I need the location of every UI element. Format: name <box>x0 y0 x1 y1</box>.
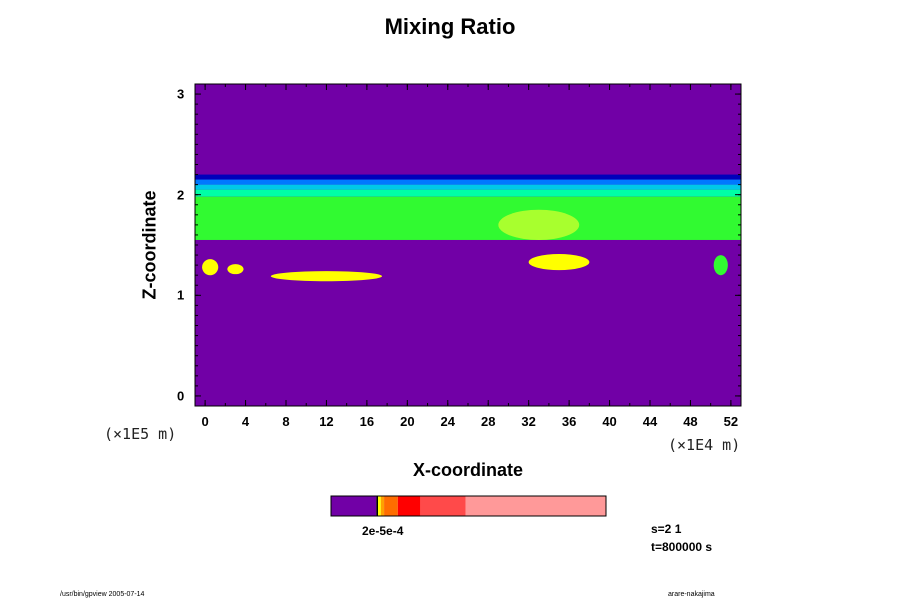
colorbar-segment-6 <box>420 496 466 516</box>
blob-2 <box>270 271 383 282</box>
colorbar-segment-0 <box>331 496 377 516</box>
x-tick-label-4: 16 <box>359 414 375 429</box>
colorbar-frame <box>330 495 607 517</box>
layer-band-1 <box>195 179 741 185</box>
colorbar-segment-5 <box>397 496 421 516</box>
layer-band-4 <box>195 196 741 240</box>
y-tick-label-1: 1 <box>177 287 185 303</box>
colorbar-segment-3 <box>380 496 385 516</box>
y-tick-label-2: 2 <box>177 187 185 203</box>
x-tick-label-9: 36 <box>561 414 577 429</box>
colorbar-segment-4 <box>384 496 398 516</box>
colorbar-segment-7 <box>465 496 606 516</box>
footer-right: arare-nakajima <box>668 591 715 598</box>
blob-3 <box>202 259 219 276</box>
x-tick-label-1: 4 <box>241 414 250 429</box>
y-tick-label-3: 3 <box>177 86 185 102</box>
x-tick-label-5: 20 <box>400 414 415 429</box>
layer-band-0 <box>195 174 741 180</box>
x-axis-label: X-coordinate <box>412 460 523 480</box>
chart-title: Mixing Ratio <box>384 14 516 39</box>
colorbar-segment-2 <box>378 496 381 516</box>
colorbar-label: 2e-5e-4 <box>362 524 404 538</box>
x-tick-label-10: 40 <box>602 414 617 429</box>
annotation-s: s=2 1 <box>651 522 682 536</box>
x-tick-label-2: 8 <box>282 414 290 429</box>
y-axis-unit: (×1E5 m) <box>104 425 177 443</box>
blob-1 <box>528 254 590 271</box>
y-tick-label-0: 0 <box>177 388 185 404</box>
footer-left: /usr/bin/gpview 2005-07-14 <box>60 591 145 598</box>
annotation-t: t=800000 s <box>651 540 713 554</box>
x-tick-label-12: 48 <box>683 414 698 429</box>
layer-band-3 <box>195 189 741 197</box>
x-tick-label-6: 24 <box>440 414 455 429</box>
x-tick-label-3: 12 <box>319 414 334 429</box>
blob-5 <box>713 255 728 276</box>
x-tick-label-7: 28 <box>480 414 496 429</box>
x-tick-label-11: 44 <box>642 414 658 429</box>
x-tick-label-8: 32 <box>521 414 536 429</box>
blob-0 <box>498 209 580 240</box>
x-tick-label-0: 0 <box>201 414 209 429</box>
y-axis-label: Z-coordinate <box>139 190 160 300</box>
x-tick-label-13: 52 <box>723 414 739 429</box>
colorbar-segment-1 <box>376 496 379 516</box>
layer-band-2 <box>195 184 741 190</box>
blob-4 <box>227 264 244 275</box>
x-axis-unit: (×1E4 m) <box>668 436 741 454</box>
plot-background <box>195 84 741 406</box>
